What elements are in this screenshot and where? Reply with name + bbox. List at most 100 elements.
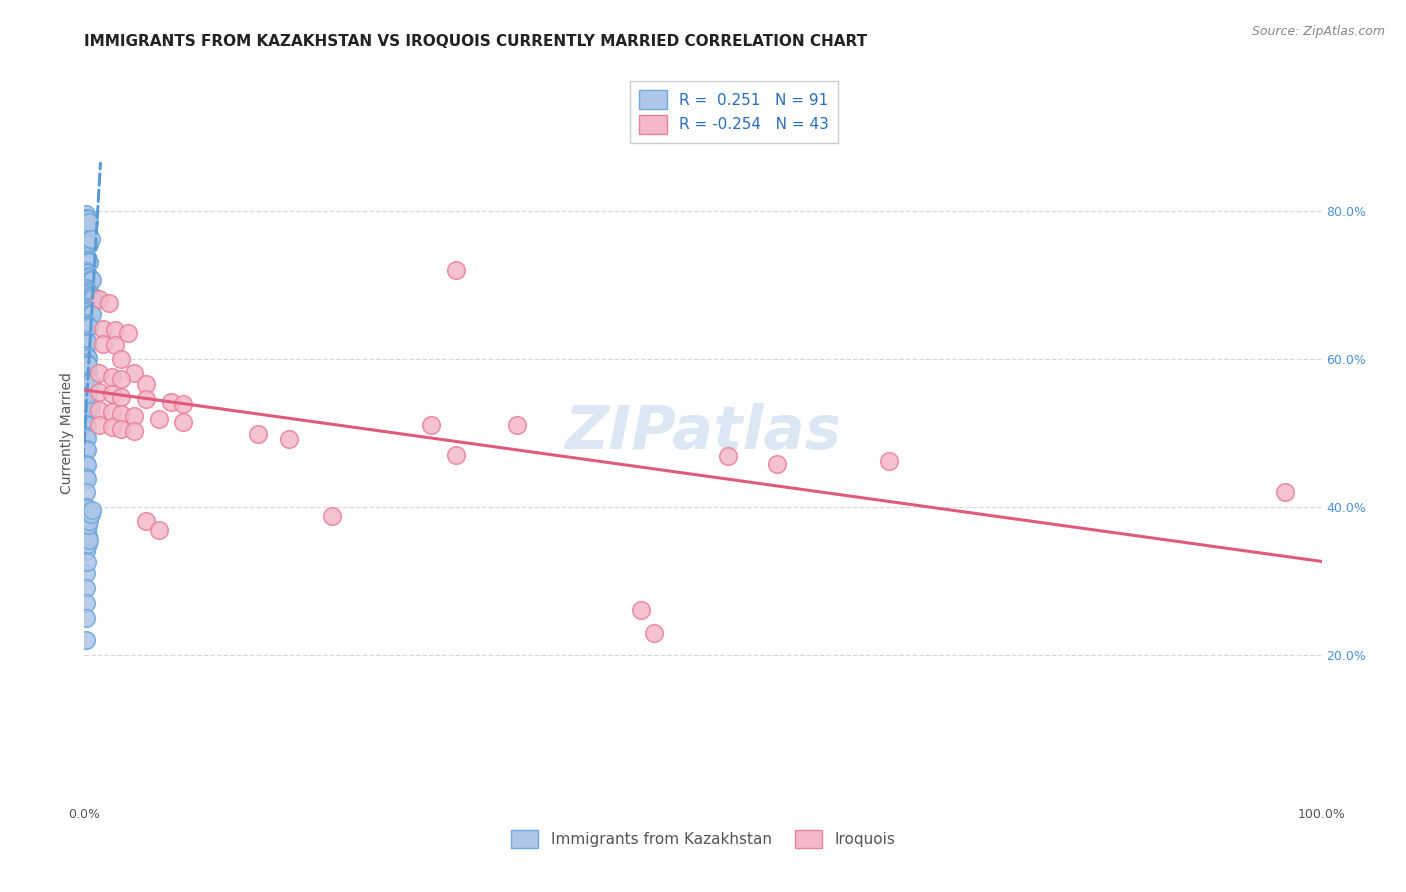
- Point: [77, 285, 100, 299]
- Point: [75, 207, 97, 221]
- Point: [766, 457, 789, 471]
- Point: [77, 518, 100, 533]
- Point: [76, 350, 98, 364]
- Point: [135, 377, 157, 392]
- Point: [77, 536, 100, 550]
- Point: [76, 555, 98, 569]
- Point: [76, 392, 98, 406]
- Point: [79, 288, 101, 302]
- Point: [160, 394, 183, 409]
- Point: [1274, 484, 1296, 499]
- Point: [75, 249, 97, 263]
- Point: [148, 524, 170, 538]
- Point: [76, 471, 98, 485]
- Point: [80, 289, 103, 303]
- Y-axis label: Currently Married: Currently Married: [60, 372, 75, 493]
- Point: [77, 387, 100, 401]
- Text: ZIPatlas: ZIPatlas: [564, 403, 842, 462]
- Point: [79, 396, 101, 410]
- Point: [76, 431, 98, 445]
- Point: [77, 372, 100, 386]
- Point: [77, 253, 100, 268]
- Point: [76, 301, 98, 316]
- Text: Source: ZipAtlas.com: Source: ZipAtlas.com: [1251, 25, 1385, 38]
- Point: [80, 273, 103, 287]
- Point: [91, 322, 114, 336]
- Point: [77, 529, 100, 543]
- Point: [75, 596, 97, 610]
- Point: [877, 454, 900, 468]
- Point: [76, 443, 98, 458]
- Point: [75, 484, 97, 499]
- Point: [76, 379, 98, 393]
- Point: [89, 403, 111, 417]
- Point: [110, 372, 132, 386]
- Point: [110, 422, 132, 436]
- Point: [79, 376, 101, 390]
- Point: [77, 366, 100, 380]
- Point: [122, 424, 145, 438]
- Point: [110, 407, 132, 421]
- Point: [75, 500, 97, 514]
- Point: [80, 503, 103, 517]
- Legend: Immigrants from Kazakhstan, Iroquois: Immigrants from Kazakhstan, Iroquois: [505, 823, 901, 855]
- Point: [246, 427, 269, 442]
- Point: [76, 384, 98, 399]
- Point: [419, 418, 441, 433]
- Point: [76, 334, 98, 349]
- Point: [110, 390, 132, 404]
- Point: [76, 405, 98, 419]
- Point: [76, 233, 98, 247]
- Point: [75, 544, 97, 558]
- Point: [75, 377, 97, 392]
- Point: [79, 232, 101, 246]
- Point: [76, 211, 98, 225]
- Point: [91, 336, 114, 351]
- Point: [75, 470, 97, 484]
- Point: [75, 581, 97, 595]
- Point: [104, 323, 127, 337]
- Point: [100, 405, 122, 419]
- Point: [89, 418, 111, 433]
- Point: [75, 316, 97, 330]
- Point: [79, 306, 101, 320]
- Point: [75, 417, 97, 431]
- Point: [77, 336, 100, 351]
- Point: [76, 357, 98, 371]
- Point: [76, 284, 98, 298]
- Point: [75, 333, 97, 347]
- Point: [75, 300, 97, 314]
- Point: [79, 320, 101, 334]
- Point: [75, 281, 97, 295]
- Point: [76, 370, 98, 384]
- Point: [89, 367, 111, 381]
- Point: [75, 403, 97, 417]
- Point: [79, 271, 101, 285]
- Point: [100, 370, 122, 384]
- Point: [277, 432, 299, 446]
- Point: [148, 412, 170, 426]
- Point: [75, 457, 97, 471]
- Point: [76, 458, 98, 473]
- Point: [76, 418, 98, 433]
- Point: [506, 418, 529, 433]
- Point: [76, 267, 98, 281]
- Point: [172, 415, 194, 429]
- Point: [77, 318, 100, 333]
- Point: [76, 501, 98, 516]
- Point: [77, 351, 100, 365]
- Point: [75, 390, 97, 404]
- Point: [75, 566, 97, 581]
- Point: [76, 252, 98, 266]
- Point: [79, 214, 101, 228]
- Point: [75, 355, 97, 369]
- Point: [98, 296, 121, 310]
- Point: [89, 293, 111, 307]
- Text: IMMIGRANTS FROM KAZAKHSTAN VS IROQUOIS CURRENTLY MARRIED CORRELATION CHART: IMMIGRANTS FROM KAZAKHSTAN VS IROQUOIS C…: [84, 34, 868, 49]
- Point: [79, 533, 101, 547]
- Point: [135, 392, 157, 407]
- Point: [75, 362, 97, 376]
- Point: [100, 387, 122, 401]
- Point: [122, 409, 145, 424]
- Point: [75, 264, 97, 278]
